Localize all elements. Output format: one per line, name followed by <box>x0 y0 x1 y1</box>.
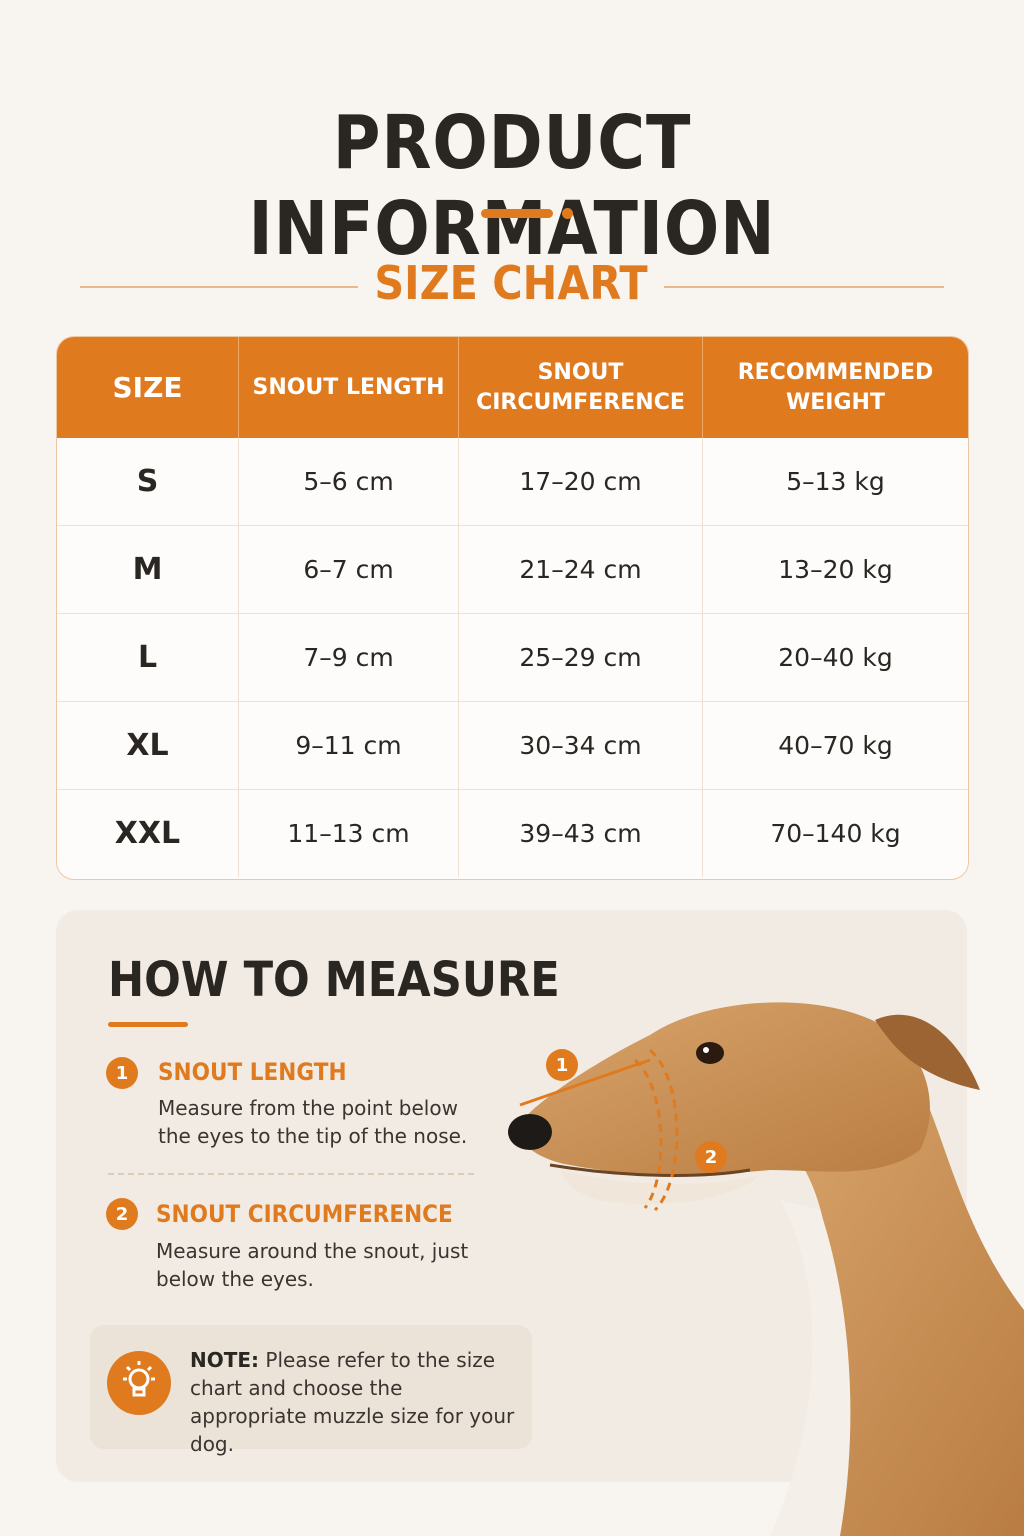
cell-weight: 40–70 kg <box>778 731 893 760</box>
cell-snout-circumference: 30–34 cm <box>459 702 703 789</box>
table-body: S 5–6 cm 17–20 cm 5–13 kg M 6–7 cm 21–24… <box>57 438 968 877</box>
dog-illustration <box>508 1002 1024 1536</box>
lightbulb-icon <box>107 1351 171 1415</box>
note-label: NOTE: <box>190 1348 260 1372</box>
step-description-snout-length: Measure from the point below the eyes to… <box>158 1096 468 1148</box>
title-accent-dot <box>562 208 573 219</box>
table-row: M 6–7 cm 21–24 cm 13–20 kg <box>57 525 968 613</box>
diagram-marker-1: 1 <box>546 1049 578 1081</box>
cell-weight: 20–40 kg <box>778 643 893 672</box>
table-header-row: SIZE SNOUT LENGTH SNOUT CIRCUMFERENCE RE… <box>57 337 968 438</box>
table-row: XXL 11–13 cm 39–43 cm 70–140 kg <box>57 789 968 877</box>
cell-snout-circumference: 25–29 cm <box>459 614 703 701</box>
cell-size: XXL <box>57 790 239 877</box>
step-number-1: 1 <box>106 1057 138 1089</box>
header-snout-circumference: SNOUT CIRCUMFERENCE <box>459 337 703 438</box>
note-body: Please refer to the size chart and choos… <box>190 1348 515 1456</box>
table-row: S 5–6 cm 17–20 cm 5–13 kg <box>57 438 968 525</box>
header-snout-length: SNOUT LENGTH <box>239 337 459 438</box>
section-title-size-chart: SIZE CHART <box>374 256 648 310</box>
how-to-measure-accent <box>108 1022 188 1027</box>
cell-size: S <box>57 438 239 525</box>
header-size: SIZE <box>57 337 239 438</box>
cell-size: M <box>57 526 239 613</box>
subtitle-rule-right <box>664 286 944 288</box>
cell-size: L <box>57 614 239 701</box>
cell-snout-circumference: 39–43 cm <box>459 790 703 877</box>
cell-weight: 70–140 kg <box>770 819 901 848</box>
cell-snout-length: 11–13 cm <box>239 790 459 877</box>
header-recommended-weight: RECOMMENDED WEIGHT <box>737 359 934 415</box>
how-to-measure-title: HOW TO MEASURE <box>108 952 560 1008</box>
table-row: XL 9–11 cm 30–34 cm 40–70 kg <box>57 701 968 789</box>
step-description-snout-circumference: Measure around the snout, just below the… <box>156 1239 469 1291</box>
step-divider <box>108 1173 474 1175</box>
table-row: L 7–9 cm 25–29 cm 20–40 kg <box>57 613 968 701</box>
cell-weight: 5–13 kg <box>786 467 885 496</box>
diagram-marker-2: 2 <box>695 1141 727 1173</box>
cell-snout-length: 9–11 cm <box>239 702 459 789</box>
size-chart-table: SIZE SNOUT LENGTH SNOUT CIRCUMFERENCE RE… <box>56 336 969 880</box>
step-title-snout-length: SNOUT LENGTH <box>158 1058 347 1086</box>
cell-weight: 13–20 kg <box>778 555 893 584</box>
step-number-2: 2 <box>106 1198 138 1230</box>
cell-size: XL <box>57 702 239 789</box>
title-accent-bar <box>481 209 553 218</box>
step-title-snout-circumference: SNOUT CIRCUMFERENCE <box>156 1200 453 1228</box>
cell-snout-length: 7–9 cm <box>239 614 459 701</box>
cell-snout-length: 6–7 cm <box>239 526 459 613</box>
cell-snout-circumference: 21–24 cm <box>459 526 703 613</box>
cell-snout-circumference: 17–20 cm <box>459 438 703 525</box>
page-title: PRODUCT INFORMATION <box>248 100 776 272</box>
cell-snout-length: 5–6 cm <box>239 438 459 525</box>
subtitle-rule-left <box>80 286 358 288</box>
note-text: NOTE: Please refer to the size chart and… <box>190 1346 525 1458</box>
